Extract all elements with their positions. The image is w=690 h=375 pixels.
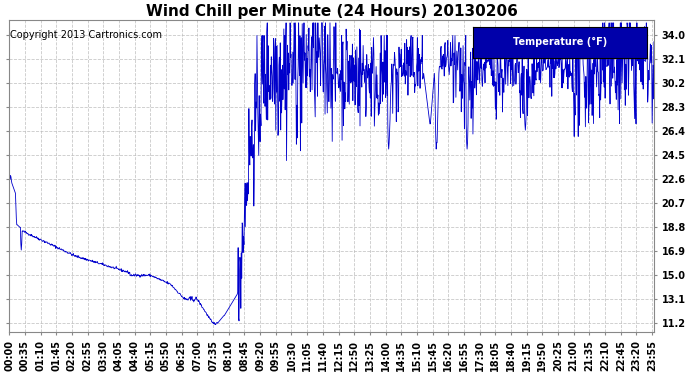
- Text: Copyright 2013 Cartronics.com: Copyright 2013 Cartronics.com: [10, 30, 162, 40]
- Title: Wind Chill per Minute (24 Hours) 20130206: Wind Chill per Minute (24 Hours) 2013020…: [146, 4, 518, 19]
